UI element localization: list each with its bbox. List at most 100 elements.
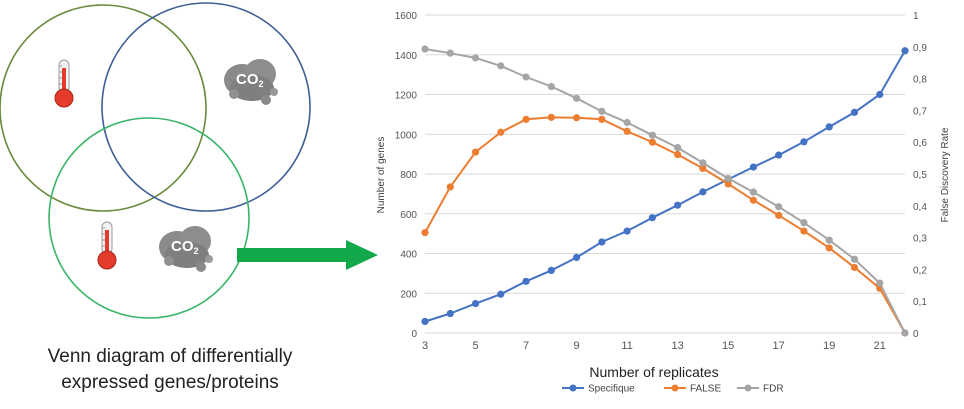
co2-label: CO (171, 238, 194, 255)
y-tick-label: 1400 (395, 51, 418, 62)
x-axis-label: Number of replicates (589, 364, 718, 380)
data-point-false (648, 138, 656, 146)
data-point-specifique (800, 138, 808, 146)
legend-label-fdr: FDR (763, 384, 784, 395)
data-point-fdr (800, 219, 808, 227)
x-tick-label: 5 (472, 340, 478, 352)
data-point-false (699, 164, 707, 173)
data-point-fdr (471, 54, 480, 62)
data-point-fdr (446, 49, 454, 57)
data-point-specifique (522, 277, 530, 285)
y2-tick-label: 0,2 (913, 265, 927, 276)
data-point-fdr (699, 159, 707, 167)
data-point-false (749, 196, 758, 204)
y2-tick-label: 0 (913, 329, 919, 340)
data-point-fdr (547, 82, 555, 91)
y-tick-label: 800 (400, 170, 417, 181)
data-point-specifique (825, 123, 833, 131)
data-point-false (598, 115, 606, 123)
data-point-false (800, 227, 808, 235)
data-point-false (547, 113, 555, 121)
y2-tick-label: 0,6 (913, 138, 927, 149)
data-point-specifique (497, 290, 505, 298)
venn-caption-line2: expressed genes/proteins (61, 372, 279, 393)
co2-cloud-icon: CO2 (224, 59, 278, 105)
data-point-fdr (572, 94, 581, 102)
y2-tick-label: 0,8 (913, 75, 927, 86)
venn-diagram: CO2 CO2 (0, 2, 311, 319)
y-tick-label: 1600 (395, 11, 418, 22)
data-point-false (522, 115, 530, 123)
data-point-fdr (421, 45, 429, 53)
data-point-fdr (850, 255, 859, 263)
data-point-fdr (724, 174, 732, 183)
venn-circle-co2 (101, 2, 311, 212)
data-point-fdr (749, 188, 758, 196)
series-line-fdr (424, 48, 906, 334)
y-tick-label: 600 (400, 210, 417, 221)
co2-label: CO (236, 71, 259, 88)
y-tick-label: 1200 (395, 91, 418, 102)
data-point-specifique (446, 309, 454, 318)
data-point-specifique (623, 227, 631, 235)
thermometer-icon (54, 59, 74, 108)
venn-circle-combined (48, 117, 250, 319)
y-tick-label: 1000 (395, 130, 418, 141)
legend-swatch-marker-fdr (744, 384, 752, 392)
data-point-specifique (547, 266, 555, 274)
data-point-specifique (749, 163, 758, 171)
y2-tick-label: 0,1 (913, 297, 927, 308)
co2-subscript: 2 (259, 79, 264, 89)
data-point-false (674, 150, 682, 159)
x-tick-label: 17 (773, 340, 785, 352)
y-tick-label: 400 (400, 250, 417, 261)
data-point-specifique (598, 238, 606, 246)
y-axis-label: Number of genes (376, 137, 387, 214)
data-point-specifique (775, 151, 783, 159)
data-point-specifique (471, 299, 480, 308)
data-point-fdr (775, 203, 783, 211)
chart-series (421, 45, 909, 337)
data-point-fdr (648, 131, 656, 139)
chart-gridlines (425, 14, 905, 334)
legend-label-false: FALSE (690, 384, 721, 395)
x-tick-label: 19 (823, 340, 835, 352)
x-tick-label: 21 (874, 340, 886, 352)
x-tick-label: 11 (621, 340, 632, 352)
legend-swatch-marker-false (671, 384, 679, 392)
data-point-specifique (901, 47, 909, 55)
x-tick-label: 9 (574, 340, 580, 352)
y2-tick-label: 0,4 (913, 202, 927, 213)
data-point-specifique (699, 188, 707, 196)
x-tick-label: 3 (422, 340, 428, 352)
y2-axis-tick-labels: 0 0,1 0,2 0,3 0,4 0,5 0,6 0,7 0,8 0,9 1 (913, 11, 927, 340)
replicates-line-chart: 0 200 400 600 800 1000 1200 1400 1600 0 0,1 0,2 0,3… (376, 11, 951, 395)
x-axis-tick-labels: 3 5 7 9 11 13 15 17 19 21 (422, 340, 886, 352)
x-tick-label: 13 (672, 340, 684, 352)
legend-swatch-marker-specifique (569, 384, 577, 392)
data-point-fdr (522, 73, 530, 81)
chart-legend: Specifique FALSE FDR (562, 384, 784, 395)
data-point-fdr (825, 236, 833, 244)
data-point-false (572, 114, 581, 122)
data-point-fdr (674, 144, 682, 152)
data-point-false (825, 244, 833, 252)
data-point-specifique (648, 214, 656, 222)
y-tick-label: 200 (400, 289, 417, 300)
venn-circle-temperature (0, 4, 207, 212)
data-point-fdr (497, 62, 505, 70)
data-point-false (471, 148, 480, 156)
data-point-false (497, 128, 505, 136)
data-point-specifique (421, 317, 429, 326)
y2-axis-label: False Discovery Rate (940, 127, 951, 222)
data-point-false (421, 229, 429, 237)
y2-tick-label: 1 (913, 11, 919, 22)
y2-tick-label: 0,3 (913, 234, 927, 245)
venn-caption-line1: Venn diagram of differentially (47, 346, 293, 367)
data-point-specifique (674, 201, 682, 209)
y2-tick-label: 0,9 (913, 43, 927, 54)
data-point-fdr (901, 329, 909, 337)
data-point-false (775, 211, 783, 219)
data-point-fdr (876, 279, 884, 287)
data-point-specifique (876, 90, 884, 99)
